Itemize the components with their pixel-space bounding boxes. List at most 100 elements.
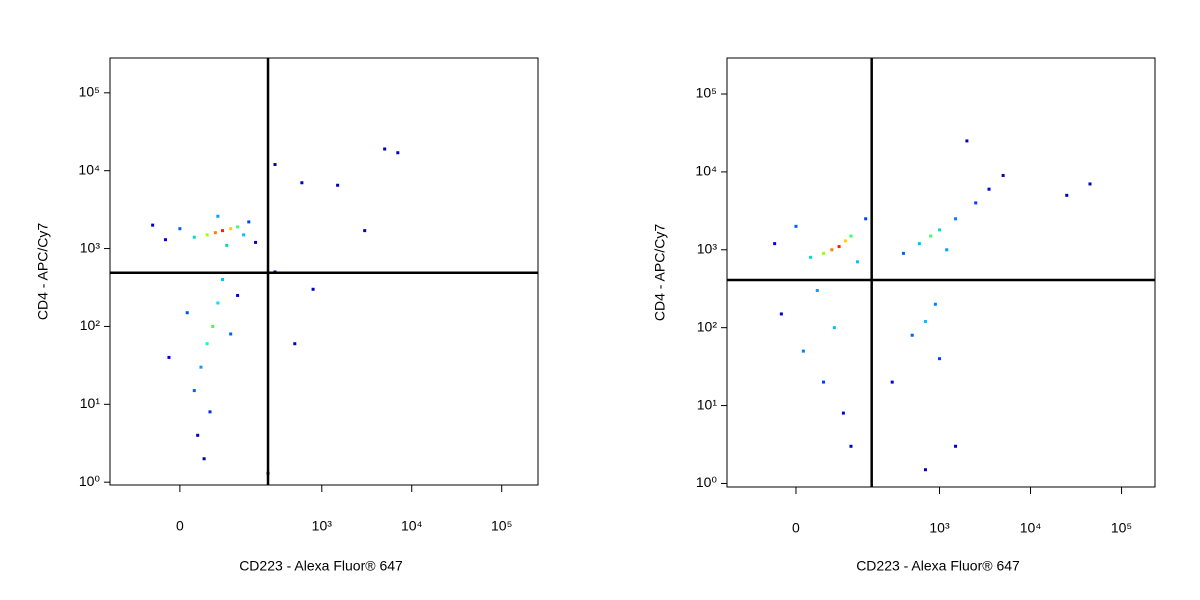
event-dot bbox=[383, 147, 387, 151]
event-dot bbox=[837, 245, 841, 249]
event-dot bbox=[247, 220, 251, 224]
event-dot bbox=[293, 342, 297, 346]
event-dot bbox=[954, 444, 958, 448]
y-tick-label: 10⁴ bbox=[78, 161, 100, 177]
event-dot bbox=[933, 302, 937, 306]
plot-frame bbox=[109, 57, 539, 486]
event-dot bbox=[205, 342, 209, 346]
event-dot bbox=[216, 214, 220, 218]
event-dot bbox=[208, 410, 212, 414]
event-dot bbox=[199, 365, 203, 369]
event-dot bbox=[938, 228, 942, 232]
event-dot bbox=[236, 225, 240, 229]
event-dot bbox=[890, 380, 894, 384]
event-dot bbox=[773, 242, 777, 246]
event-dot bbox=[221, 229, 225, 233]
event-dot bbox=[801, 349, 805, 353]
event-dot bbox=[929, 234, 933, 238]
x-tick-label: 10³ bbox=[929, 520, 950, 536]
event-dot bbox=[221, 278, 225, 282]
plot-frame bbox=[726, 57, 1156, 488]
event-dot bbox=[163, 238, 167, 242]
x-tick-label: 10⁵ bbox=[491, 518, 512, 534]
event-dot bbox=[965, 139, 969, 143]
event-dot bbox=[229, 227, 233, 231]
event-dot bbox=[213, 231, 217, 235]
event-dot bbox=[794, 224, 798, 228]
y-tick-label: 10⁰ bbox=[79, 473, 101, 489]
event-dot bbox=[910, 333, 914, 337]
event-dot bbox=[1001, 173, 1005, 177]
event-dot bbox=[192, 235, 196, 239]
y-axis-label: CD4 - APC/Cy7 bbox=[35, 223, 51, 320]
y-tick-label: 10⁴ bbox=[695, 163, 717, 179]
event-dot bbox=[901, 251, 905, 255]
event-dot bbox=[242, 233, 246, 237]
x-tick-label: 10⁴ bbox=[1020, 520, 1042, 536]
y-tick-label: 10⁵ bbox=[79, 84, 100, 100]
plot-area bbox=[773, 139, 1092, 472]
event-dot bbox=[192, 389, 196, 393]
x-tick-label: 10³ bbox=[312, 518, 333, 534]
event-dot bbox=[843, 239, 847, 243]
event-dot bbox=[211, 324, 215, 328]
event-dot bbox=[396, 151, 400, 155]
y-tick-label: 10³ bbox=[697, 240, 718, 256]
event-dot bbox=[205, 233, 209, 237]
y-axis-label: CD4 - APC/Cy7 bbox=[652, 224, 668, 321]
event-dot bbox=[945, 248, 949, 252]
event-dot bbox=[225, 243, 229, 247]
y-tick-label: 10⁵ bbox=[696, 85, 717, 101]
event-dot bbox=[311, 287, 315, 291]
event-dot bbox=[229, 332, 233, 336]
event-dot bbox=[855, 260, 859, 264]
y-tick-label: 10² bbox=[697, 318, 718, 334]
x-tick-label: 10⁵ bbox=[1111, 520, 1132, 536]
event-dot bbox=[841, 411, 845, 415]
event-dot bbox=[167, 355, 171, 359]
event-dot bbox=[954, 217, 958, 221]
event-dot bbox=[273, 163, 277, 167]
x-tick-label: 0 bbox=[792, 520, 800, 536]
event-dot bbox=[1065, 193, 1069, 197]
event-dot bbox=[830, 248, 834, 252]
x-tick-label: 0 bbox=[176, 518, 184, 534]
event-dot bbox=[196, 433, 200, 437]
x-axis-label: CD223 - Alexa Fluor® 647 bbox=[239, 558, 403, 574]
event-dot bbox=[974, 201, 978, 205]
event-dot bbox=[202, 457, 206, 461]
x-tick-label: 10⁴ bbox=[401, 518, 423, 534]
y-tick-label: 10³ bbox=[80, 239, 101, 255]
x-axis-label: CD223 - Alexa Fluor® 647 bbox=[856, 558, 1020, 574]
event-dot bbox=[185, 311, 189, 315]
event-dot bbox=[832, 326, 836, 330]
event-dot bbox=[363, 229, 367, 233]
event-dot bbox=[849, 444, 853, 448]
event-dot bbox=[151, 223, 155, 227]
y-tick-label: 10¹ bbox=[697, 396, 718, 412]
event-dot bbox=[864, 217, 868, 221]
event-dot bbox=[822, 380, 826, 384]
event-dot bbox=[849, 234, 853, 238]
event-dot bbox=[779, 312, 783, 316]
event-dot bbox=[236, 293, 240, 297]
plot-area bbox=[151, 147, 400, 475]
event-dot bbox=[923, 468, 927, 472]
y-tick-label: 10⁰ bbox=[696, 474, 718, 490]
event-dot bbox=[254, 240, 258, 244]
event-dot bbox=[815, 289, 819, 293]
event-dot bbox=[809, 255, 813, 259]
event-dot bbox=[300, 181, 304, 185]
event-dot bbox=[822, 251, 826, 255]
y-tick-label: 10² bbox=[80, 317, 101, 333]
event-dot bbox=[336, 183, 340, 187]
event-dot bbox=[917, 242, 921, 246]
event-dot bbox=[1088, 182, 1092, 186]
y-tick-label: 10¹ bbox=[80, 395, 101, 411]
event-dot bbox=[923, 320, 927, 324]
event-dot bbox=[178, 227, 182, 231]
event-dot bbox=[216, 301, 220, 305]
event-dot bbox=[938, 357, 942, 361]
event-dot bbox=[987, 187, 991, 191]
